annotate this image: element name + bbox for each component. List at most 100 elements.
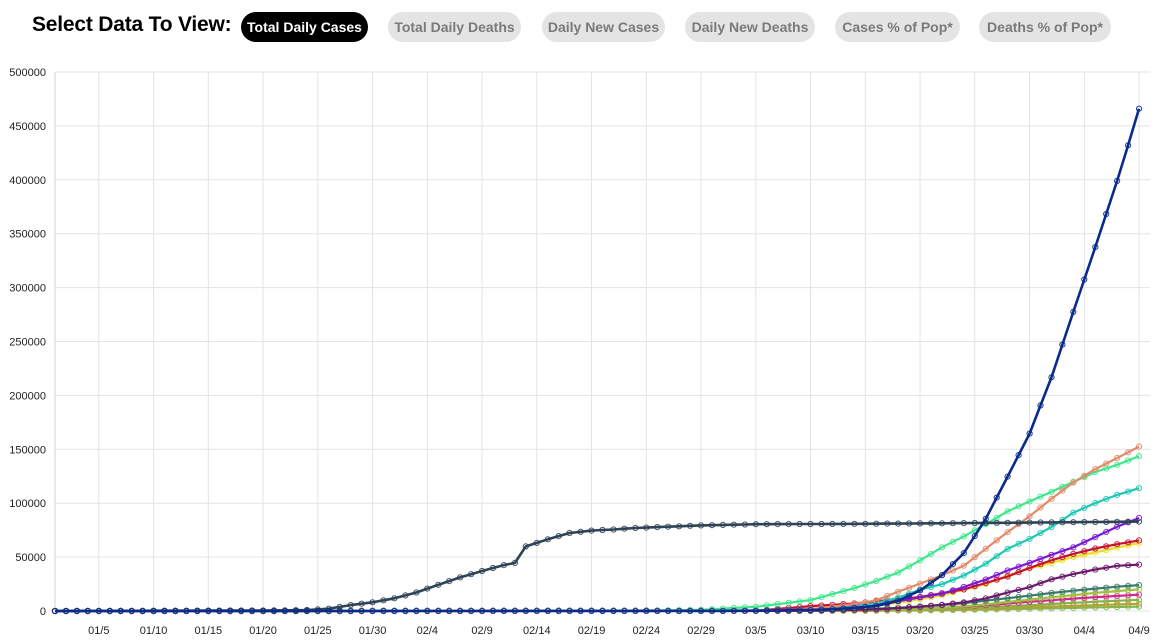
- data-point: [610, 607, 617, 615]
- data-point: [785, 607, 792, 614]
- data-point: [1037, 529, 1044, 537]
- data-point: [1059, 573, 1066, 580]
- data-point: [752, 607, 759, 614]
- series-8: [51, 540, 1143, 615]
- data-point: [1114, 541, 1121, 548]
- data-point: [588, 607, 595, 615]
- data-point: [1026, 535, 1033, 542]
- x-tick-label: 01/10: [140, 625, 168, 637]
- data-point: [654, 607, 661, 615]
- data-point: [960, 572, 967, 579]
- data-point: [960, 550, 967, 557]
- data-point: [1004, 529, 1011, 536]
- data-point: [829, 591, 836, 598]
- data-point: [1081, 519, 1088, 526]
- option-deaths-pct-pop[interactable]: Deaths % of Pop*: [979, 12, 1111, 42]
- data-point: [1059, 548, 1066, 555]
- data-point: [1070, 544, 1077, 551]
- series-line: [55, 108, 1141, 613]
- option-daily-new-deaths[interactable]: Daily New Deaths: [685, 12, 815, 42]
- data-point: [1114, 454, 1121, 462]
- x-tick-label: 01/5: [88, 625, 109, 637]
- data-point: [643, 607, 650, 615]
- x-tick-label: 03/25: [961, 625, 989, 637]
- data-point: [1048, 576, 1055, 583]
- data-point: [1070, 587, 1077, 594]
- data-point: [1048, 523, 1055, 531]
- data-point: [665, 607, 672, 615]
- data-point: [938, 544, 946, 551]
- data-point: [873, 577, 880, 585]
- data-point: [1048, 519, 1055, 526]
- option-daily-new-cases[interactable]: Daily New Cases: [542, 12, 665, 42]
- data-point: [161, 607, 168, 615]
- data-point: [1092, 466, 1099, 473]
- data-point: [1037, 493, 1044, 500]
- data-point: [993, 519, 1000, 526]
- grid: [54, 71, 1150, 612]
- data-point: [1037, 519, 1044, 526]
- data-point: [774, 521, 781, 528]
- y-axis: 0 50000 100000 150000 200000 250000 300000 3500…: [9, 67, 46, 618]
- data-point: [1037, 504, 1044, 511]
- data-point: [62, 607, 70, 615]
- data-point: [544, 536, 551, 543]
- data-point: [1070, 592, 1077, 599]
- data-point: [1004, 508, 1011, 515]
- data-point: [971, 597, 978, 604]
- x-tick-label: 02/19: [578, 625, 606, 637]
- x-tick-label: 03/15: [852, 625, 880, 637]
- option-total-daily-cases[interactable]: Total Daily Cases: [241, 12, 368, 42]
- data-point: [511, 559, 519, 566]
- data-point: [1048, 551, 1055, 558]
- data-point: [1135, 485, 1143, 492]
- data-point: [840, 605, 847, 612]
- data-point: [1037, 595, 1044, 602]
- data-point: [862, 599, 869, 606]
- data-point: [796, 520, 803, 528]
- data-point: [347, 607, 354, 615]
- option-total-daily-deaths[interactable]: Total Daily Deaths: [388, 12, 521, 42]
- data-point: [993, 494, 1000, 501]
- data-point: [752, 603, 759, 610]
- data-point: [369, 599, 376, 606]
- data-point: [971, 519, 978, 527]
- data-point: [840, 520, 847, 527]
- data-point: [741, 521, 749, 528]
- data-point: [927, 602, 935, 609]
- data-point: [336, 603, 343, 611]
- data-point: [1103, 598, 1110, 605]
- data-point: [1004, 589, 1011, 596]
- data-point: [314, 607, 321, 615]
- data-point: [1103, 495, 1110, 503]
- data-point: [917, 603, 924, 610]
- data-point: [457, 574, 464, 581]
- data-point: [862, 520, 869, 527]
- data-point: [1081, 599, 1088, 606]
- data-point: [774, 601, 781, 608]
- data-point: [796, 607, 803, 614]
- data-point: [1135, 537, 1143, 544]
- data-point: [511, 607, 519, 615]
- data-point: [281, 607, 288, 615]
- y-tick-label: 500000: [9, 67, 46, 79]
- data-point: [960, 520, 967, 527]
- data-point: [906, 584, 913, 591]
- x-tick-label: 02/29: [687, 625, 715, 637]
- option-cases-pct-pop[interactable]: Cases % of Pop*: [835, 12, 960, 42]
- data-point: [982, 545, 989, 552]
- data-point: [906, 563, 913, 570]
- data-point: [697, 522, 705, 529]
- data-point: [566, 529, 573, 537]
- data-point: [73, 607, 81, 615]
- data-point: [1070, 308, 1077, 315]
- data-point: [665, 523, 672, 530]
- data-point: [1092, 533, 1099, 541]
- data-point: [1026, 559, 1033, 566]
- data-point: [227, 607, 234, 615]
- data-point: [1125, 587, 1132, 594]
- y-tick-label: 450000: [9, 121, 46, 133]
- data-point: [960, 533, 967, 540]
- data-point: [862, 581, 869, 588]
- data-point: [829, 606, 836, 613]
